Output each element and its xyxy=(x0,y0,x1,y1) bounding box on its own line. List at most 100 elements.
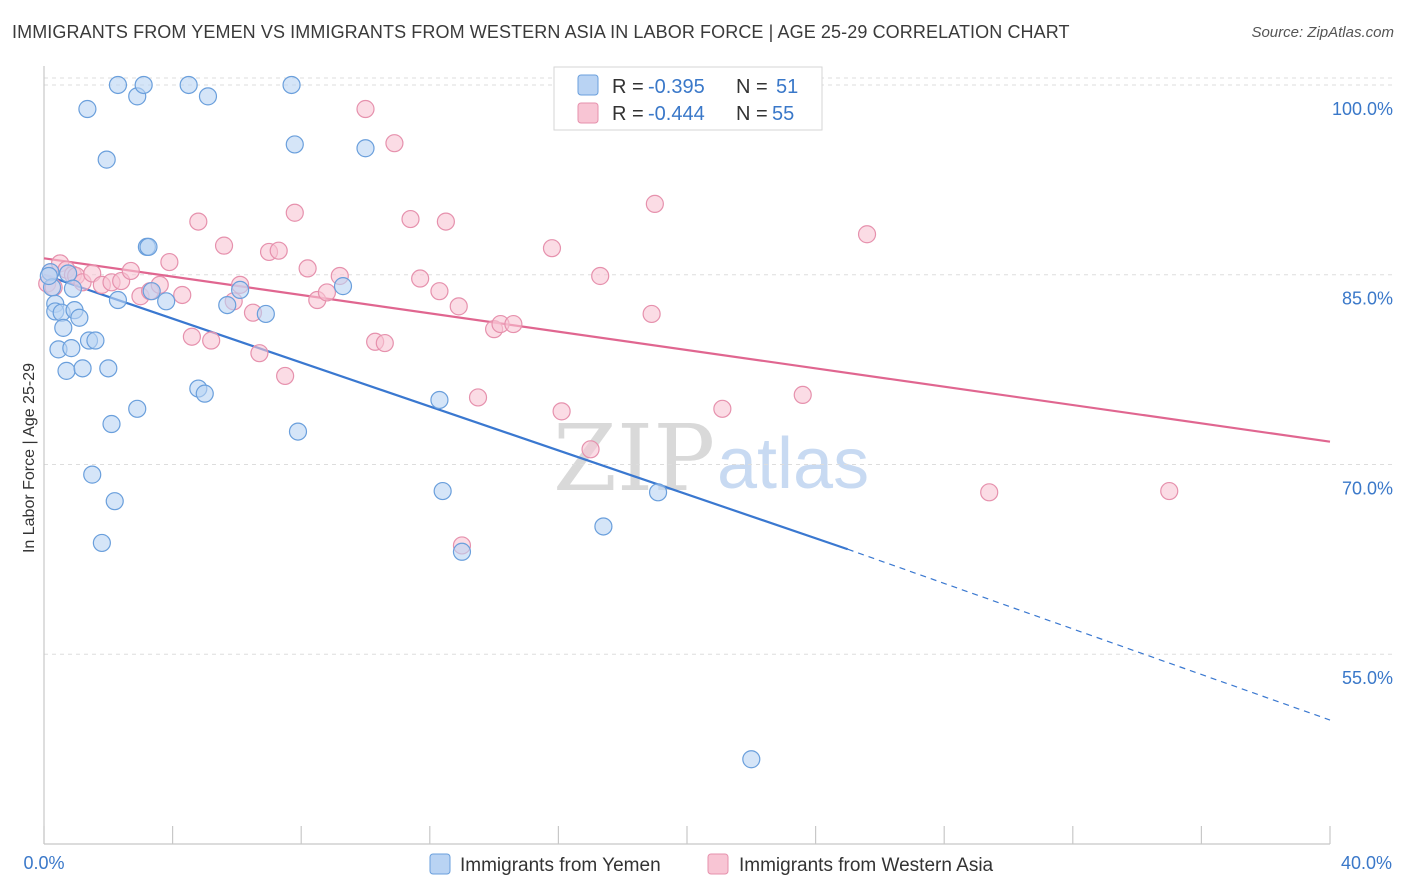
point-yemen xyxy=(179,75,198,95)
point-yemen xyxy=(59,264,78,283)
point-western-asia xyxy=(214,236,234,255)
x-tick-label-max: 40.0% xyxy=(1341,853,1392,873)
point-western-asia xyxy=(552,402,571,421)
point-yemen xyxy=(288,422,308,441)
stats-r-label-yemen: R = xyxy=(612,76,644,98)
point-yemen xyxy=(54,318,73,337)
trend-lines xyxy=(43,257,1331,721)
stats-n-value-western-asia: 55 xyxy=(772,103,794,125)
point-western-asia xyxy=(857,225,877,244)
point-yemen xyxy=(139,237,158,257)
point-western-asia xyxy=(642,304,661,324)
point-yemen xyxy=(433,481,452,501)
point-yemen xyxy=(195,384,214,403)
point-yemen xyxy=(282,75,301,95)
point-western-asia xyxy=(202,331,221,350)
point-yemen xyxy=(102,414,121,434)
point-yemen xyxy=(83,465,102,484)
point-western-asia xyxy=(285,203,304,222)
stats-legend-swatch-yemen xyxy=(577,74,599,96)
trend-line-yemen-extrapolated xyxy=(847,548,1331,721)
stats-r-label-western-asia: R = xyxy=(612,103,644,125)
stats-n-value-yemen: 51 xyxy=(776,76,798,98)
series-legend: Immigrants from Yemen Immigrants from We… xyxy=(429,853,994,876)
data-points xyxy=(38,75,1179,769)
point-yemen xyxy=(57,361,76,380)
point-yemen xyxy=(648,483,668,502)
point-yemen xyxy=(92,533,111,553)
point-western-asia xyxy=(645,194,664,213)
point-yemen xyxy=(333,277,353,296)
point-yemen xyxy=(594,517,613,536)
stats-n-label-yemen: N = xyxy=(736,76,768,98)
gridlines xyxy=(44,77,1392,655)
point-yemen xyxy=(285,135,304,154)
legend-label-western-asia: Immigrants from Western Asia xyxy=(739,855,994,876)
stats-legend-box xyxy=(553,66,823,131)
point-western-asia xyxy=(713,399,732,418)
point-western-asia xyxy=(160,252,179,272)
point-western-asia xyxy=(317,283,337,302)
point-western-asia xyxy=(542,239,562,258)
y-axis-label: In Labor Force | Age 25-29 xyxy=(21,363,38,553)
point-western-asia xyxy=(250,344,269,363)
point-western-asia xyxy=(436,212,455,231)
point-western-asia xyxy=(411,269,430,288)
point-western-asia xyxy=(430,282,449,301)
series-western-asia-points xyxy=(38,99,1179,555)
axes: 55.0% 70.0% 85.0% 100.0% 0.0% 40.0% xyxy=(23,66,1393,873)
stats-r-value-yemen: -0.395 xyxy=(648,76,705,98)
point-yemen xyxy=(39,266,58,286)
source-label: Source: ZipAtlas.com xyxy=(1251,24,1394,41)
point-yemen xyxy=(157,292,176,311)
point-western-asia xyxy=(269,241,288,260)
point-western-asia xyxy=(121,261,140,281)
point-yemen xyxy=(105,492,124,511)
point-western-asia xyxy=(182,327,201,346)
point-yemen xyxy=(78,99,97,119)
point-western-asia xyxy=(401,209,420,229)
x-tick-label-min: 0.0% xyxy=(23,853,64,873)
point-yemen xyxy=(128,399,147,418)
y-tick-label: 55.0% xyxy=(1342,668,1393,688)
point-western-asia xyxy=(298,259,317,278)
point-yemen xyxy=(231,280,250,300)
point-western-asia xyxy=(385,134,404,153)
point-yemen xyxy=(198,87,218,106)
legend-swatch-yemen xyxy=(429,853,451,875)
point-yemen xyxy=(73,359,92,378)
y-tick-label: 85.0% xyxy=(1342,289,1393,309)
point-western-asia xyxy=(581,440,600,459)
point-yemen xyxy=(142,282,161,301)
chart-title: IMMIGRANTS FROM YEMEN VS IMMIGRANTS FROM… xyxy=(12,22,1070,42)
legend-swatch-western-asia xyxy=(707,853,729,875)
y-tick-label: 100.0% xyxy=(1332,99,1393,119)
point-western-asia xyxy=(449,297,468,316)
point-western-asia xyxy=(375,333,394,353)
point-western-asia xyxy=(793,385,812,405)
point-yemen xyxy=(97,150,116,169)
point-yemen xyxy=(99,359,118,378)
point-western-asia xyxy=(356,99,375,119)
stats-legend-swatch-western-asia xyxy=(577,102,599,124)
point-western-asia xyxy=(980,483,999,502)
point-yemen xyxy=(430,390,449,410)
point-yemen xyxy=(108,75,128,95)
point-western-asia xyxy=(189,212,208,231)
point-yemen xyxy=(218,295,237,315)
point-yemen xyxy=(62,339,81,358)
point-yemen xyxy=(63,279,83,298)
point-yemen xyxy=(742,750,761,769)
point-western-asia xyxy=(468,388,488,407)
point-yemen xyxy=(70,308,89,327)
series-yemen-points xyxy=(39,75,761,769)
stats-legend: R = -0.395 N = 51 R = -0.444 N = 55 xyxy=(553,66,823,131)
point-yemen xyxy=(256,304,275,324)
point-western-asia xyxy=(173,285,192,305)
legend-label-yemen: Immigrants from Yemen xyxy=(460,855,661,876)
stats-n-label-western-asia: N = xyxy=(736,103,768,125)
point-western-asia xyxy=(504,314,523,334)
point-western-asia xyxy=(276,366,295,386)
point-yemen xyxy=(86,331,105,350)
